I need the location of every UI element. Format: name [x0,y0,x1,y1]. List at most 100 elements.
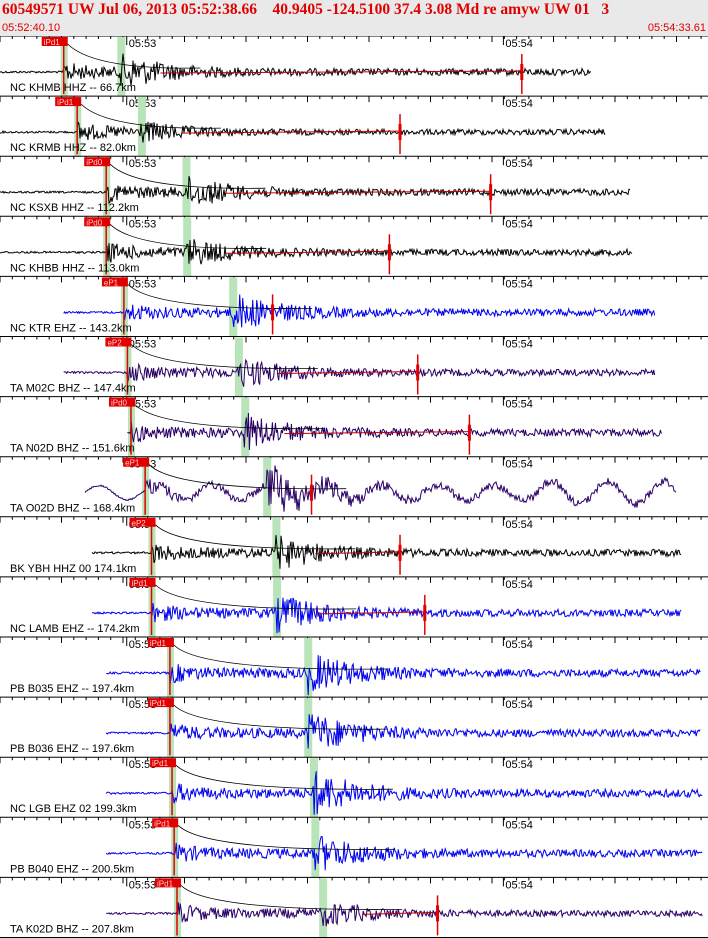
waveform [105,836,703,871]
station-label: NC KSXB HHZ -- 112.2km [10,202,139,214]
minute-label-second: 05:54 [505,158,533,170]
station-label: NC KRMB HHZ -- 82.0km [10,142,136,154]
pick-label[interactable]: iPd0 [111,399,128,408]
trace-row[interactable]: 05:53 05:54 iPd1 TA K02D BHZ -- 207.8km [0,876,708,938]
s-window [311,818,320,878]
pick-label[interactable]: iPd0 [86,158,103,167]
window-start-time: 05:52:40.10 [2,22,61,34]
pick-label[interactable]: iPd1 [57,98,74,107]
s-window [263,457,272,517]
station-label: PB B035 EHZ -- 197.4km [10,683,134,695]
trace-row[interactable]: 05:53 05:54 iPd0 TA N02D BHZ -- 151.6km [0,396,708,457]
envelope-curve [67,43,201,69]
coda-pick-marker-core [520,64,524,80]
coda-pick-marker-core [310,484,314,501]
minute-label-first: 05:53 [129,879,157,891]
envelope-curve [80,103,221,129]
pick-label-box [147,638,174,647]
minute-label-second: 05:54 [505,639,533,651]
envelope-curve [173,704,388,730]
envelope-curve [148,464,347,490]
pick-label[interactable]: eP2 [107,339,122,348]
pick-label[interactable]: eP2 [132,519,147,528]
coda-line [225,190,491,194]
station-label: NC LAMB EHZ -- 174.2km [10,623,140,635]
station-label: PB B040 EHZ -- 200.5km [10,863,134,875]
pick-label[interactable]: eP1 [104,278,119,287]
envelope-curve [109,163,266,189]
pick-label[interactable]: iPd0 [86,218,103,227]
station-label: NC LGB EHZ 02 199.3km [10,803,137,815]
trace-row[interactable]: 05:53 05:54 eP1 NC KTR EHZ -- 143.2km [0,275,708,337]
waveform [105,771,703,815]
waveform [0,175,631,205]
envelope-curve [180,885,403,910]
minute-label-first: 05:53 [129,218,157,230]
pick-label[interactable]: iPd1 [44,38,61,47]
envelope-curve [109,224,267,249]
s-window [309,758,318,818]
trace-row[interactable]: 05:53 05:54 iPd0 NC KSXB HHZ -- 112.2km [0,155,708,217]
pick-label[interactable]: iPd1 [154,819,171,828]
s-window [304,698,313,758]
envelope-curve [175,764,393,790]
pick-label-box [84,157,111,167]
pick-label-box [55,97,82,107]
event-header: 60549571 UW Jul 06, 2013 05:52:38.66 40.… [0,0,708,36]
minute-label-first: 05:53 [129,399,157,411]
waveform [106,655,701,696]
pick-label-box [152,818,179,828]
pick-label-box [129,517,156,527]
pick-label[interactable]: iPd1 [132,579,149,588]
envelope-curve [177,825,395,850]
trace-row[interactable]: 05:53 05:54 iPd1 PB B040 EHZ -- 200.5km [0,816,708,878]
pick-label-box [41,37,68,46]
minute-label-first: 05:53 [129,158,157,170]
s-window [182,157,191,217]
s-window [183,217,192,277]
s-window [273,577,282,637]
coda-line [160,70,522,74]
station-label: PB B036 EHZ -- 197.6km [10,743,134,755]
envelope-curve [127,284,313,309]
pick-label[interactable]: iPd1 [152,759,169,768]
envelope-curve [155,584,357,610]
coda-line [226,250,390,254]
waveform [84,465,677,512]
waveform [63,358,656,387]
coda-pick-marker-core [489,184,493,201]
minute-label-first: 05:53 [129,278,157,290]
pick-label[interactable]: eP1 [125,459,140,468]
minute-label-second: 05:54 [505,879,533,891]
pick-label[interactable]: iPd1 [150,699,167,708]
trace-row[interactable]: 05:53 05:54 iPd0 NC KHBB HHZ -- 113.0km [0,215,708,277]
station-label: NC KHBB HHZ -- 113.0km [10,262,139,274]
trace-row[interactable]: 05:53 05:54 iPd1 NC KHMB HHZ -- 66.7km [0,36,708,97]
minute-label-second: 05:54 [505,519,533,531]
pick-label[interactable]: iPd1 [150,639,167,648]
trace-row[interactable]: 05:53 05:54 eP2 TA M02C BHZ -- 147.4km [0,336,708,397]
coda-line [180,130,401,134]
station-label: BK YBH HHZ 00 174.1km [10,563,136,575]
minute-label-first: 05:53 [129,759,157,771]
pick-label-box [129,577,156,587]
station-label: TA K02D BHZ -- 207.8km [10,923,134,935]
coda-pick-marker-core [467,424,471,441]
window-end-time: 05:54:33.61 [647,22,706,34]
pick-label[interactable]: iPd1 [157,879,174,888]
minute-label-first: 05:53 [129,339,157,351]
minute-label-second: 05:54 [505,98,533,110]
minute-label-second: 05:54 [505,218,533,230]
s-window [137,97,146,157]
trace-row[interactable]: 05:53 05:54 iPd1 NC LGB EHZ 02 199.3km [0,756,708,818]
s-window [319,878,328,938]
pick-label-box [84,217,111,227]
waveform [0,120,606,143]
